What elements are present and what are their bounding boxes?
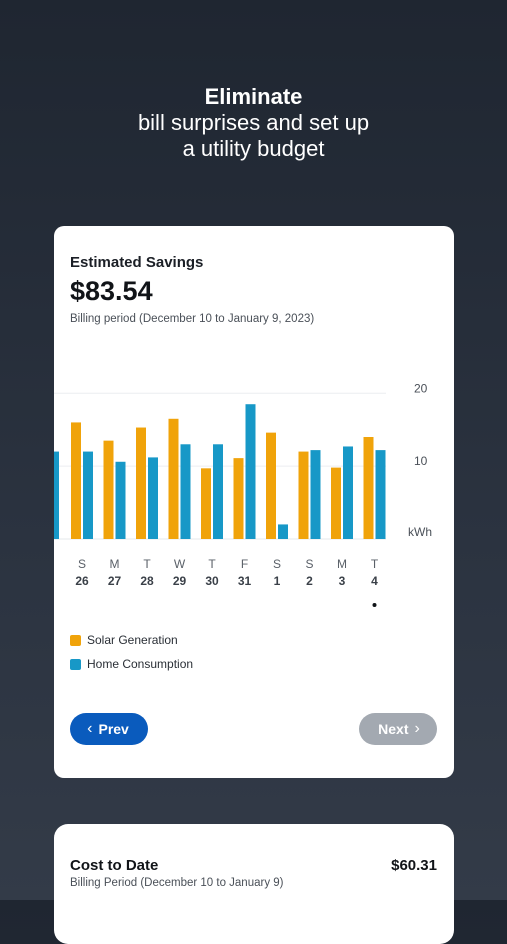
headline-line-2: bill surprises and set up (137, 110, 370, 135)
bar-home-3 (343, 446, 353, 539)
x-tick-date-27: 27 (108, 574, 122, 588)
x-tick-day-4: T (371, 557, 379, 571)
next-button[interactable]: Next › (359, 713, 437, 745)
x-tick-day-28: T (143, 557, 151, 571)
bar-home-4 (375, 450, 386, 539)
legend-solar-generation: Solar Generation (70, 633, 178, 647)
legend-swatch-home (70, 658, 81, 670)
headline-line-3: a utility budget (182, 136, 325, 161)
chevron-left-icon: ‹ (87, 720, 93, 737)
bar-home-30 (213, 444, 223, 539)
x-tick-date-3: 3 (339, 574, 346, 588)
x-tick-date-26: 26 (75, 574, 89, 588)
x-tick-day-3: M (337, 557, 347, 571)
bar-solar-26 (71, 422, 81, 539)
bar-home-31 (245, 404, 256, 539)
savings-amount: $83.54 (70, 276, 153, 306)
bar-home-27 (115, 461, 126, 539)
legend-label-solar: Solar Generation (87, 633, 178, 647)
next-label: Next (378, 721, 409, 737)
bar-solar-28 (136, 427, 146, 539)
cost-to-date-card: Cost to Date $60.31 Billing Period (Dece… (54, 824, 454, 944)
bar-home-29 (180, 444, 191, 539)
legend-home-consumption: Home Consumption (70, 657, 193, 671)
savings-bar-chart[interactable]: 10 20 kWh S 26 M 27 T 28 W 29 T 30 F 31 S 1 S 2 M 3 T 4 (54, 366, 454, 616)
bar-home-26 (83, 451, 93, 539)
selected-day-indicator (372, 603, 377, 607)
x-tick-day-26: S (78, 557, 86, 571)
x-tick-date-4: 4 (371, 574, 378, 588)
x-tick-date-31: 31 (238, 574, 252, 588)
bar-home-28 (148, 457, 158, 539)
estimated-savings-card: Estimated Savings $83.54 Billing period … (54, 226, 454, 778)
legend-label-home: Home Consumption (87, 657, 194, 671)
bar-solar-31 (233, 458, 244, 539)
x-tick-day-29: W (174, 557, 186, 571)
bar-solar-4 (363, 437, 374, 539)
cost-to-date-value: $60.31 (391, 857, 437, 874)
y-unit-label: kWh (408, 525, 432, 539)
prev-label: Prev (98, 721, 129, 737)
bar-solar-2 (298, 451, 309, 539)
headline-title: Eliminate (204, 84, 303, 109)
prev-button[interactable]: ‹ Prev (70, 713, 148, 745)
bar-home-2 (310, 450, 321, 539)
card-title: Estimated Savings (70, 254, 204, 271)
cost-billing-period: Billing Period (December 10 to January 9… (70, 877, 284, 889)
bar-solar-3 (331, 467, 341, 539)
x-tick-date-2: 2 (306, 574, 313, 588)
x-tick-day-1: S (273, 557, 281, 571)
x-tick-date-1: 1 (274, 574, 281, 588)
x-tick-date-30: 30 (205, 574, 219, 588)
x-tick-day-2: S (305, 557, 313, 571)
x-tick-day-31: F (241, 557, 248, 571)
x-tick-day-27: M (110, 557, 120, 571)
bar-solar-27 (103, 440, 114, 539)
legend-swatch-solar (70, 634, 81, 646)
bar-home-1 (278, 524, 288, 539)
bar-solar-1 (266, 432, 276, 539)
y-tick-label-10: 10 (414, 454, 428, 468)
bar-home-consumption-partial (54, 451, 59, 539)
y-tick-label-20: 20 (414, 381, 428, 395)
bar-solar-29 (168, 418, 179, 539)
cost-to-date-title: Cost to Date (70, 857, 159, 874)
x-tick-date-29: 29 (173, 574, 187, 588)
chevron-right-icon: › (414, 720, 420, 737)
x-tick-day-30: T (208, 557, 216, 571)
headline: Eliminate bill surprises and set up a ut… (0, 84, 507, 162)
x-tick-date-28: 28 (140, 574, 154, 588)
bar-solar-30 (201, 468, 211, 539)
billing-period: Billing period (December 10 to January 9… (70, 313, 315, 325)
